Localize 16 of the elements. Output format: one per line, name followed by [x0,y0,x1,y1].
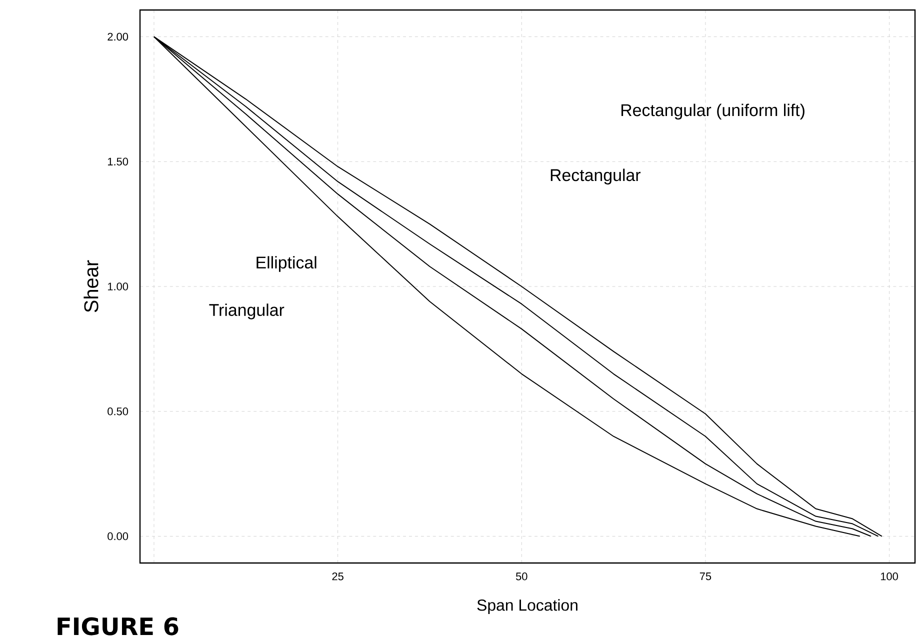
x-tick-label: 100 [880,572,898,580]
y-tick-label: 0.00 [108,532,128,540]
annotation: Triangular [209,304,284,320]
x-tick-label: 50 [516,572,528,580]
x-tick-label: 25 [332,572,344,580]
y-tick-label: 1.00 [108,282,128,290]
y-tick-label: 0.50 [108,408,128,416]
annotation: Rectangular (uniform lift) [621,104,804,120]
text: FIGURE 6 [58,617,178,636]
x-tick-label: 75 [700,572,712,580]
annotation: Rectangular [550,168,641,184]
x-axis-title: Span Location [477,599,578,614]
annotation: Elliptical [256,256,316,272]
y-axis-title: Shear [84,260,98,312]
y-tick-label: 1.50 [108,158,128,166]
y-tick-label: 2.00 [108,32,128,41]
